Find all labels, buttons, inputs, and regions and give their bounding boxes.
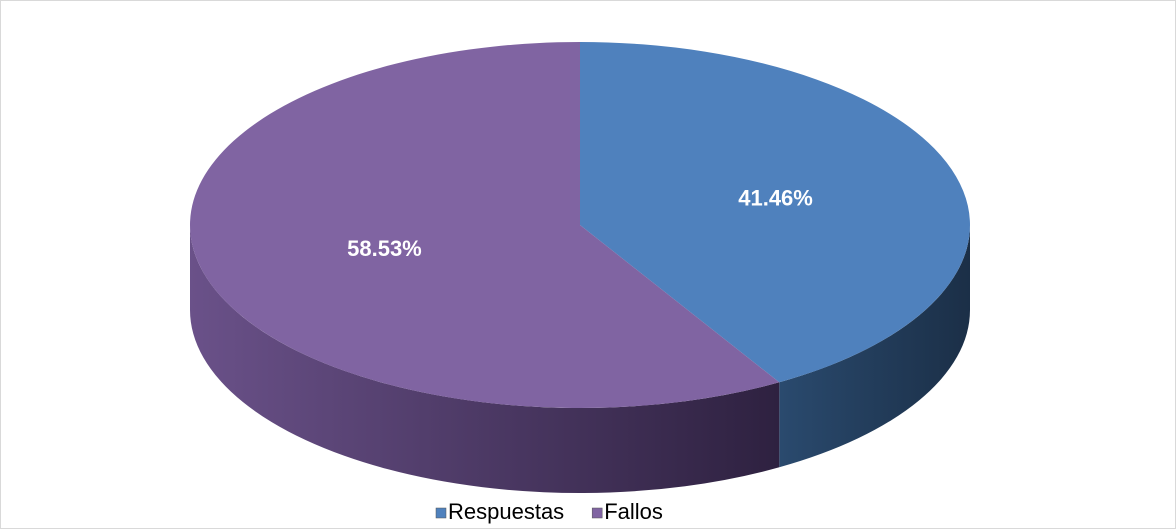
legend-label: Respuestas (448, 499, 564, 524)
slice-side (190, 225, 780, 494)
value-label: 41.46% (738, 186, 813, 211)
legend-marker (591, 507, 603, 519)
value-label: 58.53% (347, 236, 422, 261)
pie: 41.46% 58.53% (190, 42, 971, 494)
legend-label: Fallos (604, 499, 663, 524)
slice-side (779, 225, 970, 468)
legend: Respuestas Fallos (435, 499, 663, 524)
slice (190, 42, 780, 408)
legend-marker (435, 507, 447, 519)
slice (580, 42, 971, 383)
